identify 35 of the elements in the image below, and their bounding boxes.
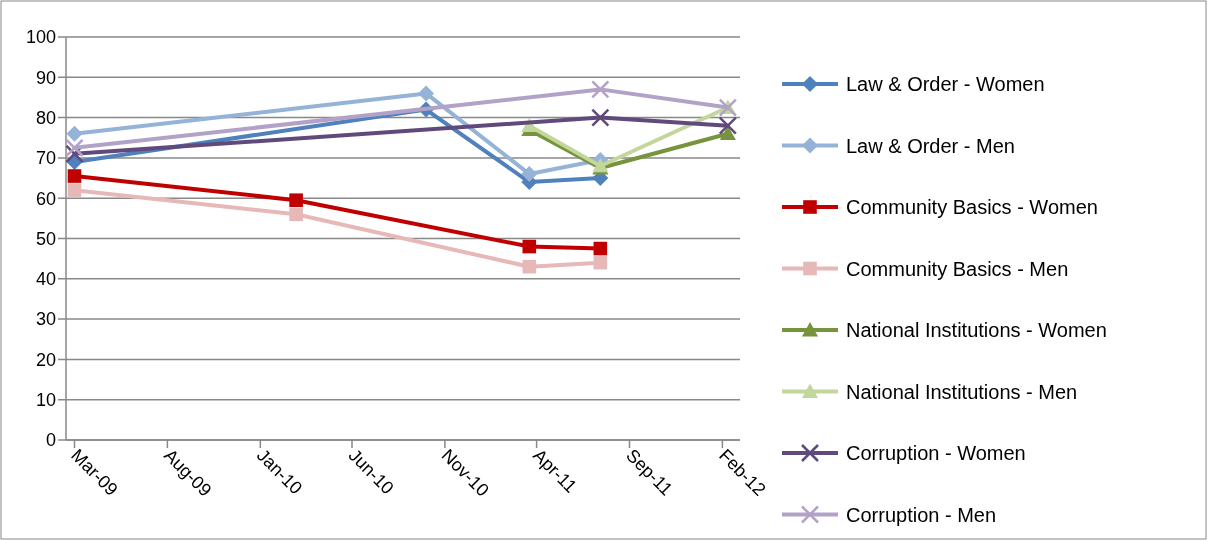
y-tick-label: 30 [35, 309, 56, 330]
y-tick-label: 70 [35, 148, 56, 169]
point [593, 241, 608, 256]
y-tick-label: 10 [35, 390, 56, 410]
legend-label: Corruption - Men [846, 503, 997, 526]
y-tick-label: 100 [25, 27, 56, 48]
point [418, 85, 435, 102]
point [522, 259, 537, 274]
legend-label: Corruption - Women [846, 442, 1026, 464]
point [719, 125, 736, 141]
y-tick-label: 40 [35, 269, 56, 290]
point [67, 169, 82, 183]
point [522, 239, 537, 254]
legend-label: Law & Order - Women [846, 73, 1045, 95]
legend-label: Law & Order - Men [846, 134, 1015, 157]
point [66, 125, 83, 142]
y-tick-label: 60 [35, 188, 56, 209]
legend-label: Community Basics - Men [846, 257, 1069, 280]
y-tick-label: 80 [35, 107, 56, 128]
point [591, 80, 610, 99]
point [289, 193, 303, 208]
y-tick-label: 50 [35, 228, 56, 249]
y-tick-label: 20 [35, 349, 56, 370]
legend-label: National Institutions - Women [846, 319, 1107, 341]
point [289, 207, 303, 222]
point [65, 138, 84, 158]
point [718, 116, 738, 135]
legend-label: Community Basics - Women [846, 196, 1098, 218]
point [521, 166, 538, 183]
point [591, 108, 610, 127]
point [593, 255, 608, 270]
y-tick-label: 90 [35, 67, 56, 88]
legend-label: National Institutions - Men [846, 380, 1078, 403]
y-tick-label: 0 [45, 430, 56, 451]
point [67, 183, 82, 197]
